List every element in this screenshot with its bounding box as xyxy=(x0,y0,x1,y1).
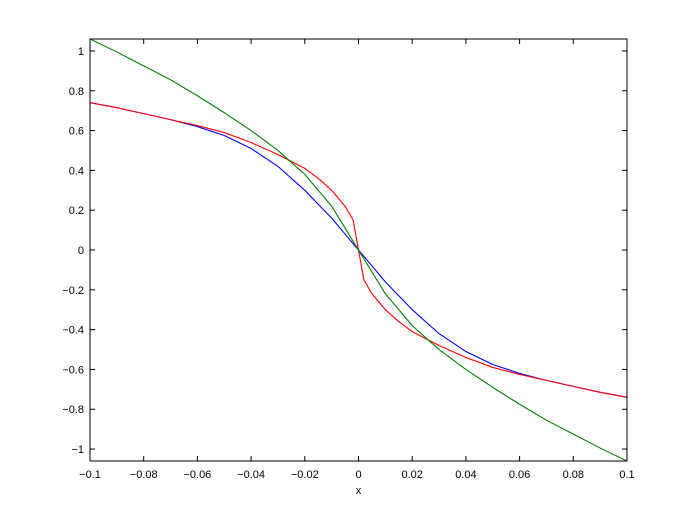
series-layer xyxy=(89,38,628,462)
x-tick-label: 0.06 xyxy=(509,469,530,481)
x-tick-label: −0.08 xyxy=(130,469,158,481)
x-tick-label: −0.06 xyxy=(183,469,211,481)
x-tick-label: −0.1 xyxy=(79,469,101,481)
y-tick-label: −0.8 xyxy=(62,404,84,416)
y-tick-label: 0.2 xyxy=(69,205,84,217)
y-tick-label: 0.4 xyxy=(69,165,84,177)
y-tick-label: −0.4 xyxy=(62,325,84,337)
series-line-3 xyxy=(89,38,628,462)
y-tick-label: −0.2 xyxy=(62,285,84,297)
y-tick-label: −0.6 xyxy=(62,364,84,376)
tick-layer: −0.1 −0.08 −0.06 −0.04 −0.02 0 0.02 0.04 0.06 0.0… xyxy=(62,39,635,481)
x-tick-label: 0 xyxy=(355,469,361,481)
x-tick-label: −0.02 xyxy=(291,469,319,481)
y-tick-label: 0 xyxy=(78,245,84,257)
x-tick-label: 0.1 xyxy=(619,469,634,481)
x-tick-label: −0.04 xyxy=(237,469,265,481)
x-tick-label: 0.04 xyxy=(455,469,476,481)
x-tick-label: 0.08 xyxy=(563,469,584,481)
y-tick-label: 1 xyxy=(78,46,84,58)
x-axis-label: x xyxy=(356,485,362,497)
y-tick-label: 0.8 xyxy=(69,86,84,98)
x-tick-label: 0.02 xyxy=(401,469,422,481)
y-tick-label: −1 xyxy=(71,444,84,456)
y-tick-label: 0.6 xyxy=(69,126,84,138)
